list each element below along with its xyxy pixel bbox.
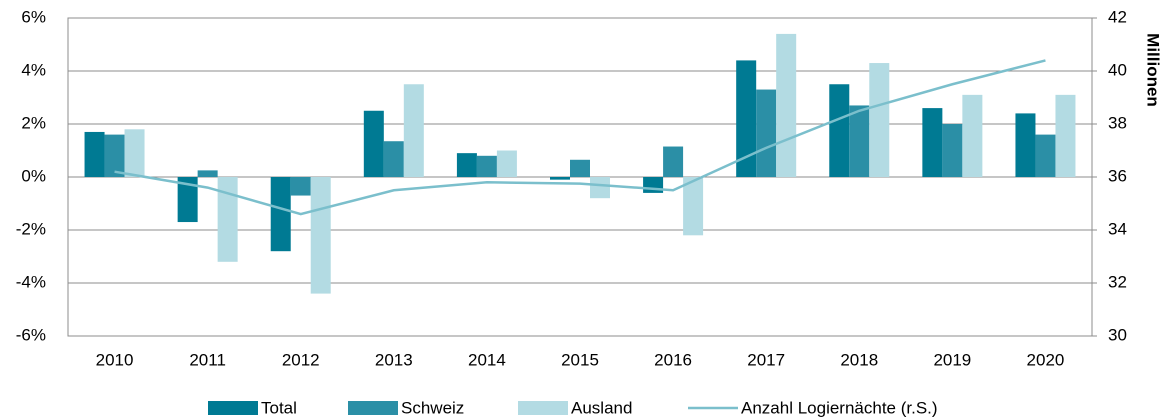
bar — [663, 146, 684, 177]
y-tick-label: 0% — [21, 166, 46, 185]
legend-swatch — [348, 401, 398, 415]
y-tick-label: 4% — [21, 60, 46, 79]
bar — [124, 129, 145, 177]
bar — [776, 33, 797, 178]
bar — [1055, 94, 1076, 177]
legend-label: Total — [261, 398, 297, 417]
bar — [736, 60, 757, 177]
legend-swatch — [518, 401, 568, 415]
bar — [570, 159, 590, 177]
bar — [683, 177, 704, 236]
bar — [829, 84, 850, 177]
bar — [383, 141, 404, 177]
x-tick-label: 2014 — [468, 350, 506, 369]
y-tick-label: 6% — [21, 7, 46, 26]
bar — [1035, 134, 1056, 177]
bar — [869, 63, 890, 177]
y2-tick-label: 42 — [1108, 7, 1127, 26]
bar — [197, 170, 218, 177]
bar — [922, 108, 943, 177]
bar — [942, 124, 963, 177]
bar — [456, 153, 477, 177]
y2-tick-label: 36 — [1108, 166, 1127, 185]
bar — [217, 177, 238, 262]
y2-tick-label: 30 — [1108, 325, 1127, 344]
bar — [962, 94, 983, 177]
y-tick-label: -6% — [16, 325, 46, 344]
x-tick-label: 2012 — [282, 350, 320, 369]
x-tick-label: 2016 — [654, 350, 692, 369]
line — [114, 59, 1046, 216]
bar — [104, 134, 125, 177]
bar — [270, 177, 291, 252]
bar — [310, 177, 331, 294]
y2-tick-label: 40 — [1108, 60, 1127, 79]
legend-label: Anzahl Logiernächte (r.S.) — [741, 398, 938, 417]
y2-axis-label: Millionen — [1144, 33, 1163, 107]
y2-tick-label: 32 — [1108, 272, 1127, 291]
y2-tick-label: 34 — [1108, 219, 1127, 238]
x-tick-label: 2019 — [933, 350, 971, 369]
x-tick-label: 2010 — [96, 350, 134, 369]
bar — [550, 177, 570, 180]
legend-label: Schweiz — [401, 398, 464, 417]
bar — [849, 105, 870, 177]
x-tick-label: 2015 — [561, 350, 599, 369]
x-tick-label: 2011 — [189, 350, 226, 369]
x-tick-label: 2018 — [840, 350, 878, 369]
y-tick-label: 2% — [21, 113, 46, 132]
bar — [363, 110, 384, 177]
plot-frame — [67, 17, 1093, 337]
bar — [177, 177, 198, 223]
bar — [590, 177, 610, 199]
y2-tick-label: 38 — [1108, 113, 1127, 132]
bar — [1015, 113, 1036, 177]
bar — [84, 131, 105, 177]
bar — [476, 155, 497, 177]
y-tick-label: -4% — [16, 272, 46, 291]
y-tick-label: -2% — [16, 219, 46, 238]
x-tick-label: 2020 — [1027, 350, 1065, 369]
bar — [756, 89, 777, 177]
bar — [290, 177, 311, 196]
legend-swatch — [208, 401, 258, 415]
bar — [496, 150, 517, 177]
bar — [403, 84, 424, 177]
x-tick-label: 2017 — [747, 350, 785, 369]
legend-label: Ausland — [571, 398, 632, 417]
x-tick-label: 2013 — [375, 350, 413, 369]
